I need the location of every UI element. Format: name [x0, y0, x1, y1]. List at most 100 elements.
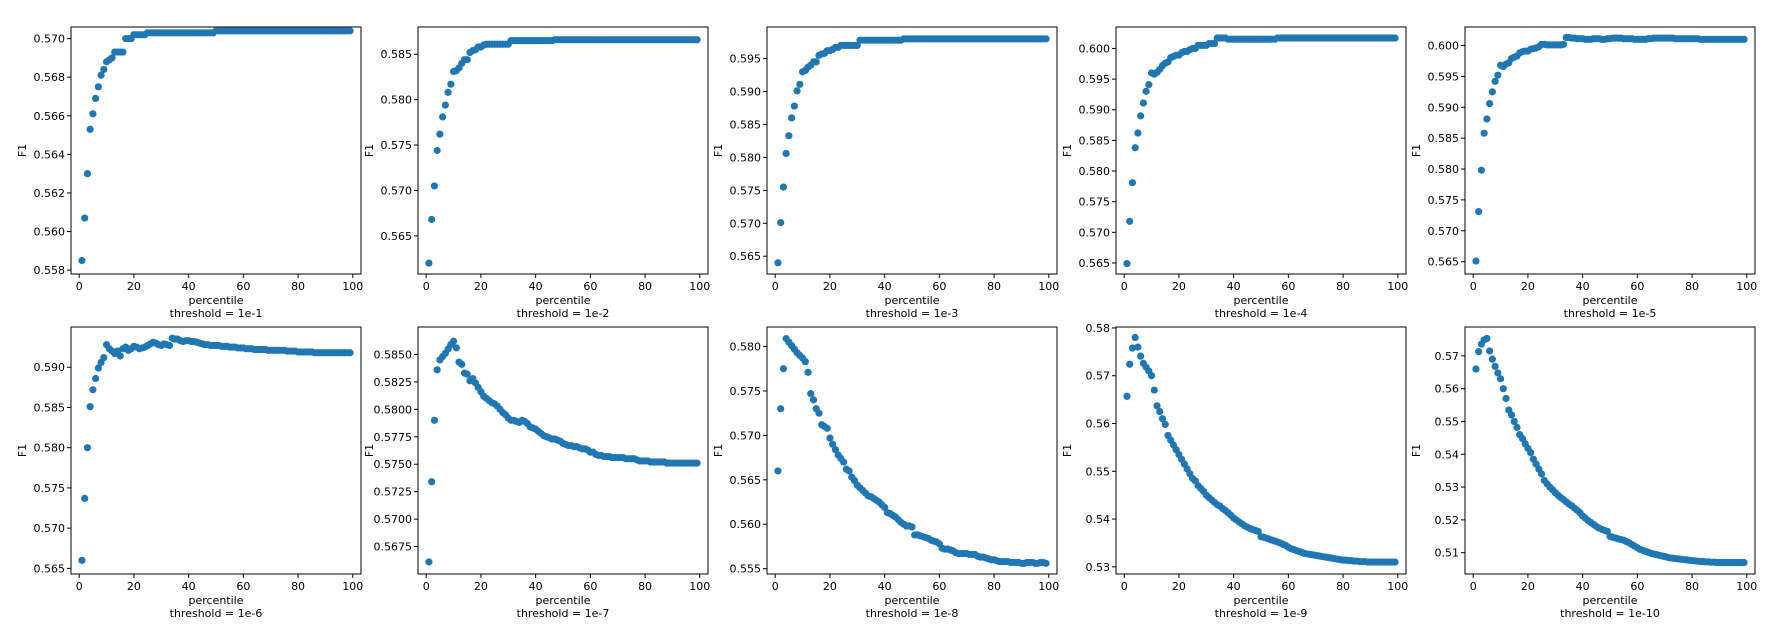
data-point [430, 416, 439, 424]
y-tick-label: 0.585 [34, 401, 66, 414]
data-point [346, 349, 354, 357]
x-tick-label: 80 [1336, 580, 1350, 593]
y-tick-label: 0.580 [34, 442, 66, 455]
panel-subtitle: threshold = 1e-4 [1215, 307, 1308, 320]
x-tick-label: 20 [1521, 580, 1535, 593]
data-point [1499, 385, 1507, 393]
plot-frame [766, 326, 1058, 575]
y-tick-label: 0.565 [1079, 257, 1111, 270]
data-point [1210, 39, 1219, 48]
y-tick-label: 0.565 [1428, 256, 1460, 269]
x-tick-label: 60 [1630, 280, 1644, 293]
data-point [815, 409, 823, 417]
x-axis-label: percentile [1233, 294, 1288, 307]
plot-frame [70, 326, 362, 575]
panel-subtitle: threshold = 1e-6 [170, 607, 263, 620]
y-tick-label: 0.580 [1079, 165, 1111, 178]
data-point [1475, 348, 1483, 356]
x-tick-label: 20 [474, 280, 488, 293]
x-tick-label: 40 [529, 280, 543, 293]
panel-subtitle: threshold = 1e-3 [866, 307, 959, 320]
data-point [1483, 115, 1491, 123]
data-point [826, 434, 834, 442]
data-point [1391, 558, 1399, 566]
x-tick-label: 80 [638, 280, 652, 293]
data-point [436, 130, 444, 138]
y-tick-label: 0.5850 [374, 348, 413, 361]
data-point [1126, 217, 1134, 225]
x-tick-label: 100 [689, 280, 710, 293]
y-tick-label: 0.56 [1435, 383, 1460, 396]
data-point [774, 467, 782, 475]
y-tick-label: 0.595 [730, 53, 762, 66]
y-tick-label: 0.570 [1079, 226, 1111, 239]
x-tick-label: 0 [1470, 280, 1477, 293]
x-tick-label: 60 [1281, 580, 1295, 593]
data-point [1740, 35, 1748, 43]
x-tick-label: 60 [1630, 580, 1644, 593]
data-point [840, 458, 848, 466]
data-point [1391, 34, 1399, 42]
x-tick-label: 80 [291, 580, 305, 593]
data-point [908, 523, 916, 531]
y-tick-label: 0.562 [34, 187, 66, 200]
data-point [89, 386, 97, 394]
chart-panel-10: 0 20 40 60 80 100 0.51 0.52 0.53 0.54 0.55 0.56 0.57… [1410, 326, 1757, 620]
y-tick-label: 0.570 [730, 217, 762, 230]
data-point [1496, 375, 1505, 383]
x-tick-label: 80 [987, 280, 1001, 293]
y-tick-label: 0.565 [730, 474, 762, 487]
data-point [1507, 411, 1516, 419]
data-point [83, 170, 92, 178]
data-point [807, 390, 815, 398]
panel-subtitle: threshold = 1e-10 [1560, 607, 1660, 620]
data-point [1150, 386, 1158, 394]
data-point [1042, 35, 1050, 43]
x-tick-label: 100 [689, 580, 710, 593]
x-tick-label: 0 [423, 280, 430, 293]
y-tick-label: 0.55 [1086, 465, 1111, 478]
panel-subtitle: threshold = 1e-9 [1215, 607, 1308, 620]
data-point [1128, 179, 1137, 187]
x-tick-label: 20 [823, 280, 837, 293]
data-point [1477, 166, 1486, 174]
data-point [1510, 417, 1518, 426]
data-point [1472, 257, 1480, 265]
data-point [1472, 365, 1480, 373]
x-tick-label: 100 [342, 280, 363, 293]
data-point [428, 478, 436, 486]
panel-subtitle: threshold = 1e-2 [517, 307, 610, 320]
x-tick-label: 0 [772, 280, 779, 293]
chart-panel-1: 0 20 40 60 80 100 0.558 0.560 0.562 0.564 0.566 0.5… [16, 26, 363, 320]
data-point [1559, 40, 1568, 48]
data-point [78, 256, 86, 265]
x-tick-label: 0 [76, 280, 83, 293]
data-point [881, 503, 889, 511]
data-point [809, 396, 818, 404]
y-tick-label: 0.600 [1428, 40, 1460, 53]
data-point [693, 36, 701, 44]
x-tick-label: 60 [932, 280, 946, 293]
data-point [94, 364, 102, 372]
chart-panel-2: 0 20 40 60 80 100 0.565 0.570 0.575 0.580 0.585 per… [363, 26, 710, 320]
data-point [845, 467, 853, 475]
y-tick-label: 0.570 [1428, 225, 1460, 238]
x-tick-label: 40 [1227, 280, 1241, 293]
data-point [1134, 129, 1142, 137]
plot-frame [1115, 326, 1407, 575]
data-point [441, 101, 449, 109]
data-point [812, 58, 820, 66]
data-point [1494, 71, 1502, 79]
data-point [804, 368, 812, 376]
data-point [1158, 415, 1167, 423]
x-tick-label: 0 [772, 580, 779, 593]
x-tick-label: 60 [1281, 280, 1295, 293]
x-axis-label: percentile [1233, 594, 1288, 607]
data-point [1486, 99, 1494, 108]
y-tick-label: 0.575 [1428, 194, 1460, 207]
y-tick-label: 0.565 [381, 230, 413, 243]
x-tick-label: 0 [1121, 580, 1128, 593]
data-point [774, 259, 782, 267]
data-point [81, 214, 89, 222]
